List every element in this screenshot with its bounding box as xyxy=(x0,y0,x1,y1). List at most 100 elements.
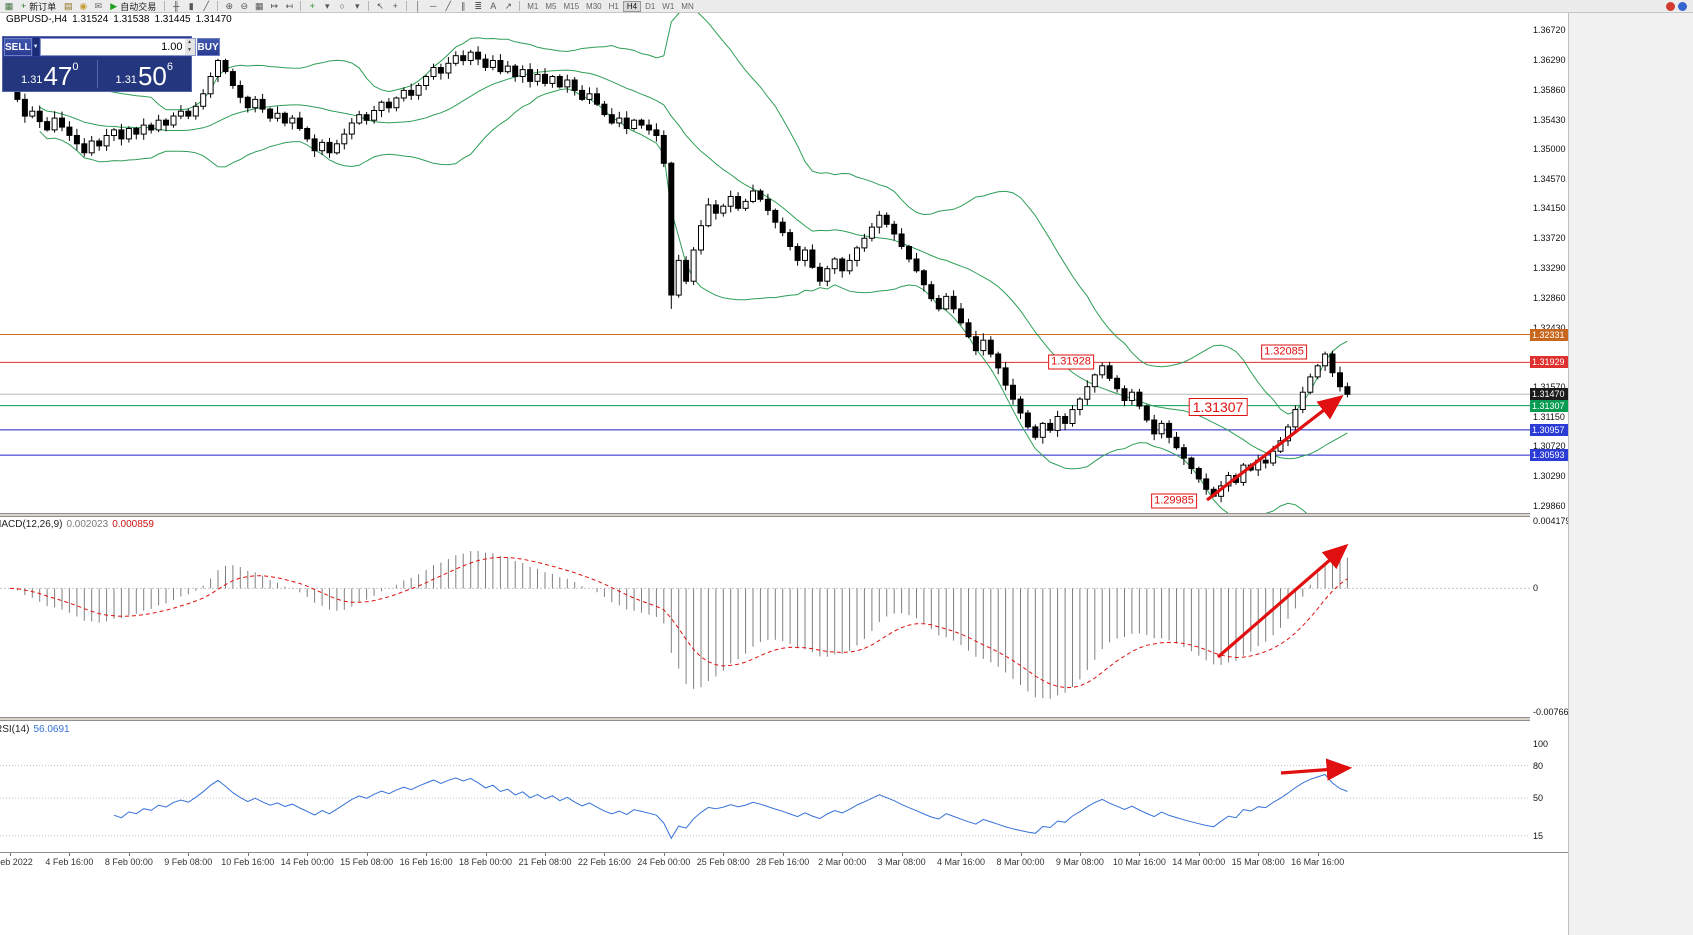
arrows-tool-icon[interactable]: ↗ xyxy=(504,0,512,11)
buy-price-display[interactable]: 1.31 50 6 xyxy=(98,57,192,91)
rsi-scale-label: 15 xyxy=(1533,830,1544,841)
timeframe-button-d1[interactable]: D1 xyxy=(645,1,656,11)
rsi-panel-canvas[interactable] xyxy=(0,721,1530,852)
time-axis[interactable]: 3 Feb 2022 4 Feb 16:00 8 Feb 00:00 9 Feb 08… xyxy=(0,852,1568,872)
indicators-icon[interactable]: + xyxy=(309,1,315,11)
zoom-out-icon[interactable]: ⊖ xyxy=(240,0,248,11)
sell-price-sup: 0 xyxy=(72,61,79,73)
price-callout-label[interactable]: 1.31307 xyxy=(1188,398,1248,416)
indicators-dropdown-icon[interactable]: ▾ xyxy=(324,0,330,11)
alerts-icon[interactable]: ◉ xyxy=(79,0,88,11)
price-axis[interactable]: 1.36720 1.36290 1.35860 1.35430 1.35000 1.345… xyxy=(1530,13,1568,852)
chart-ohlc-header: GBPUSD-,H4 1.31524 1.31538 1.31445 1.31470 xyxy=(6,14,237,25)
macd-name: MACD(12,26,9) xyxy=(0,519,63,530)
time-axis-tick xyxy=(782,853,784,856)
price-tick-label: 1.36720 xyxy=(1533,25,1566,35)
open-value: 1.31524 xyxy=(72,14,109,25)
time-axis-tick xyxy=(426,853,428,856)
sell-button[interactable]: SELL xyxy=(4,38,32,56)
auto-scroll-icon[interactable]: ↦ xyxy=(270,0,278,11)
new-chart-icon[interactable]: ▦ xyxy=(4,0,14,11)
price-tick-label: 1.33720 xyxy=(1533,233,1566,244)
time-axis-tick xyxy=(1079,853,1081,856)
timeframe-button-mn[interactable]: MN xyxy=(681,1,694,11)
time-axis-label: 24 Feb 00:00 xyxy=(637,857,691,867)
price-callout-label[interactable]: 1.31928 xyxy=(1048,354,1094,370)
horizontal-line-icon[interactable]: ─ xyxy=(430,1,437,11)
rsi-scale-label: 80 xyxy=(1533,760,1544,771)
symbol-period-label: GBPUSD-,H4 xyxy=(6,14,68,25)
sell-price-prefix: 1.31 xyxy=(21,74,43,86)
crosshair-icon[interactable]: + xyxy=(392,1,398,11)
metatrader-icon[interactable] xyxy=(1678,2,1687,11)
buy-price-prefix: 1.31 xyxy=(115,74,137,86)
chart-window: 3 Feb 2022 4 Feb 16:00 8 Feb 00:00 9 Feb 08… xyxy=(0,13,1568,872)
candlestick-chart-icon[interactable]: ▮ xyxy=(188,0,194,11)
sell-price-display[interactable]: 1.31 47 0 xyxy=(3,57,97,91)
bar-chart-icon[interactable]: ╫ xyxy=(173,1,180,11)
volume-dropdown-arrow[interactable]: ▼ xyxy=(32,38,39,56)
time-axis-label: 10 Mar 16:00 xyxy=(1112,857,1166,867)
equidistant-channel-icon[interactable]: ∥ xyxy=(460,0,466,11)
time-axis-tick xyxy=(663,853,665,856)
autotrading-button[interactable]: ▶ 自动交易 xyxy=(106,0,160,12)
axis-price-marker: 1.32331 xyxy=(1530,328,1568,341)
price-callout-label[interactable]: 1.32085 xyxy=(1261,344,1307,360)
time-axis-tick xyxy=(188,853,190,856)
periods-icon[interactable]: ○ xyxy=(339,1,345,11)
timeframe-button-w1[interactable]: W1 xyxy=(662,1,675,11)
new-order-button-icon: + xyxy=(21,1,27,11)
timeframe-button-m15[interactable]: M15 xyxy=(563,1,580,11)
price-tick-label: 1.31150 xyxy=(1533,411,1565,422)
toolbar: ▦ + 新订单 ▤ ◉ ✉ ▶ 自动交易 ╫ ▮ ╱ ⊕ ⊖ ▦ ↦ ↤ + ▾ ○ ▾ ↖ + │ ─ ╱ ∥ ≣ A ↗ M1 M5 M1… xyxy=(0,0,1693,13)
main-chart-canvas[interactable] xyxy=(0,13,1530,513)
time-axis-label: 8 Feb 00:00 xyxy=(104,857,153,867)
line-chart-icon[interactable]: ╱ xyxy=(203,0,209,11)
time-axis-label: 16 Feb 16:00 xyxy=(399,857,453,867)
volume-input[interactable] xyxy=(40,39,185,55)
timeframe-button-m30[interactable]: M30 xyxy=(586,1,602,11)
time-axis-label: 14 Feb 00:00 xyxy=(280,857,334,867)
time-axis-tick xyxy=(1258,853,1260,856)
time-axis-tick xyxy=(69,853,71,856)
trendline-icon[interactable]: ╱ xyxy=(445,0,451,11)
candlesticks xyxy=(7,46,1351,503)
timeframe-button-m1[interactable]: M1 xyxy=(527,1,539,11)
timeframe-button-h1[interactable]: H1 xyxy=(608,1,619,11)
macd-panel-canvas[interactable] xyxy=(0,517,1530,717)
autotrading-button-label: 自动交易 xyxy=(120,1,157,12)
new-order-button[interactable]: + 新订单 xyxy=(17,0,60,12)
vertical-line-icon[interactable]: │ xyxy=(415,1,422,11)
panel-separator[interactable] xyxy=(0,513,1568,517)
mql5-community-icon[interactable] xyxy=(1666,2,1675,11)
toolbar-separator xyxy=(164,1,166,11)
price-tick-label: 1.34570 xyxy=(1533,174,1566,185)
time-axis-label: 8 Mar 00:00 xyxy=(996,857,1045,867)
fibonacci-icon[interactable]: ≣ xyxy=(474,0,482,11)
mailbox-icon[interactable]: ✉ xyxy=(94,0,103,11)
chart-profiles-icon[interactable]: ▤ xyxy=(64,0,73,11)
zoom-in-icon[interactable]: ⊕ xyxy=(225,0,233,11)
price-callout-label[interactable]: 1.29985 xyxy=(1151,493,1197,509)
time-axis-label: 2 Mar 00:00 xyxy=(818,857,867,867)
volume-up-button[interactable]: ▲ xyxy=(187,39,192,45)
periods-dropdown-icon[interactable]: ▾ xyxy=(354,0,360,11)
rsi-scale-label: 50 xyxy=(1533,793,1544,803)
time-axis-label: 4 Mar 16:00 xyxy=(936,857,986,867)
panel-separator[interactable] xyxy=(0,717,1568,721)
timeframe-button-m5[interactable]: M5 xyxy=(545,1,557,11)
buy-button[interactable]: BUY xyxy=(196,38,220,56)
cursor-icon[interactable]: ↖ xyxy=(376,0,384,11)
time-axis-label: 28 Feb 16:00 xyxy=(756,857,810,867)
toolbar-separator xyxy=(519,1,521,11)
macd-signal-line xyxy=(9,556,1348,689)
text-label-icon[interactable]: A xyxy=(490,1,497,11)
tile-windows-icon[interactable]: ▦ xyxy=(254,0,264,11)
axis-price-marker: 1.30957 xyxy=(1530,423,1568,436)
time-axis-tick xyxy=(1317,853,1319,856)
chart-shift-icon[interactable]: ↤ xyxy=(285,0,293,11)
timeframe-button-h4[interactable]: H4 xyxy=(622,0,642,12)
volume-down-button[interactable]: ▼ xyxy=(187,47,192,53)
axis-price-marker: 1.31929 xyxy=(1530,356,1568,369)
price-tick-label: 1.36290 xyxy=(1533,54,1566,65)
